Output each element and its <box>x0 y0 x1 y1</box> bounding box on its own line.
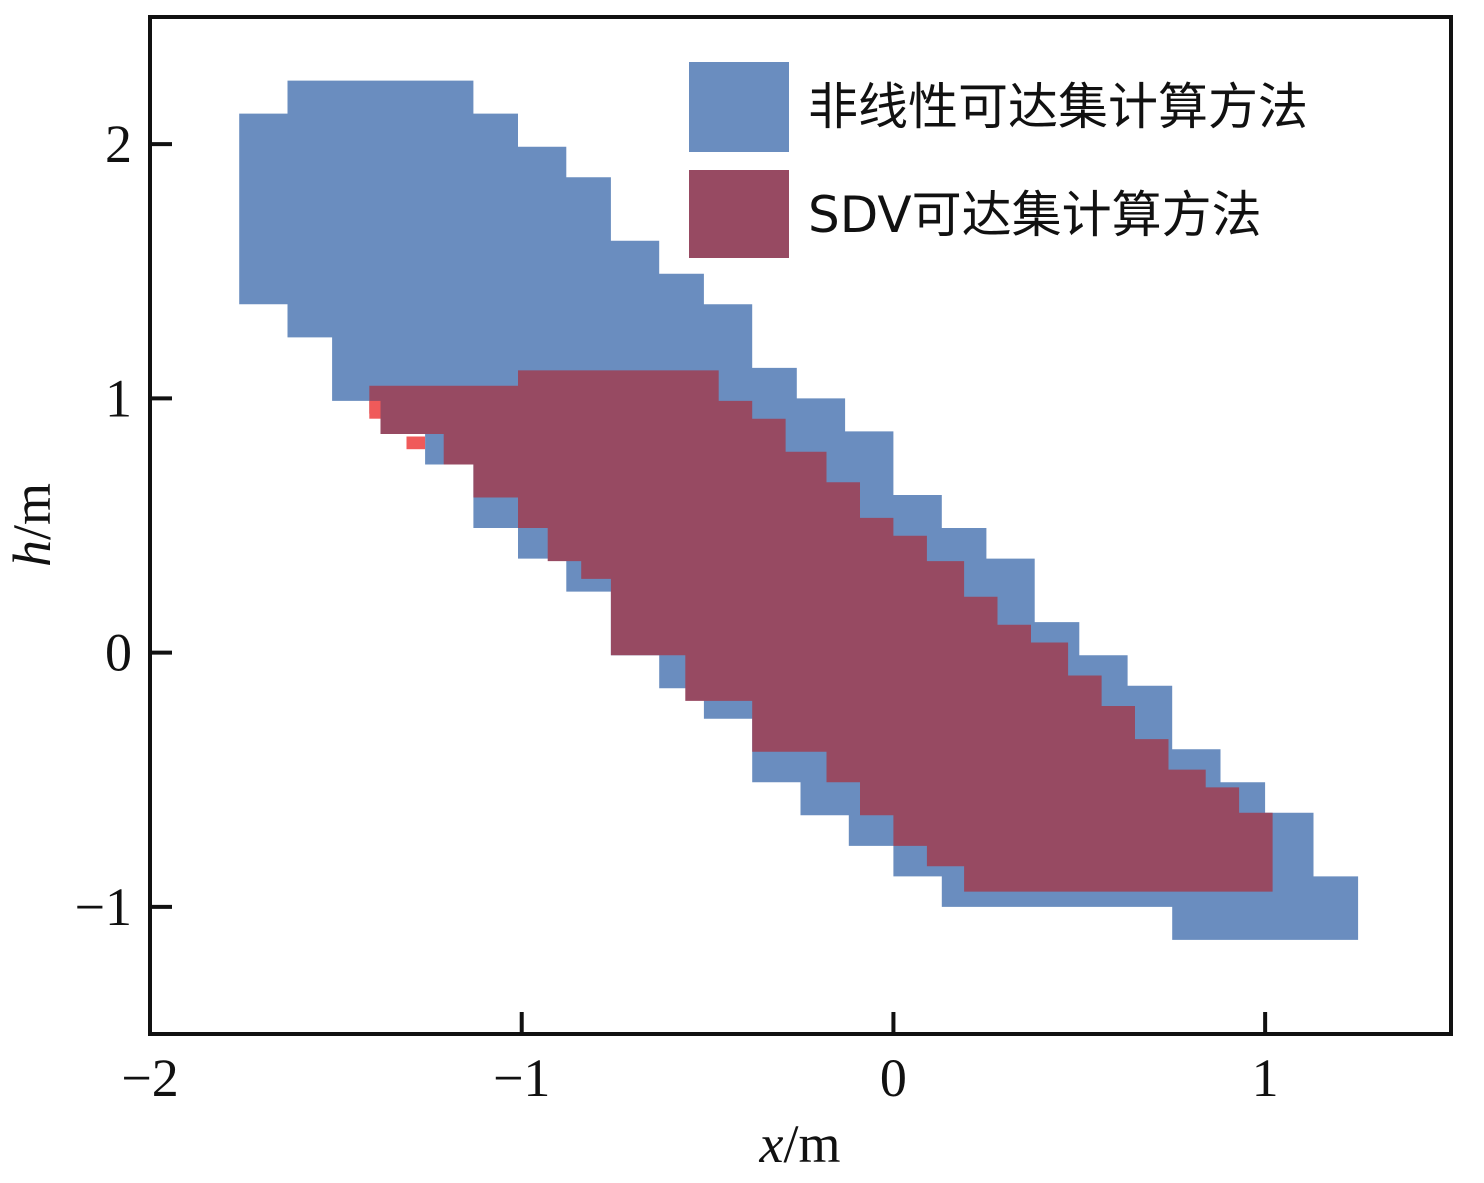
legend: 非线性可达集计算方法 SDV可达集计算方法 <box>689 62 1308 258</box>
x-axis-variable: x <box>759 1114 784 1174</box>
y-axis-label: h/m <box>2 483 62 567</box>
data-layer <box>239 80 1359 940</box>
boundary-highlight <box>406 436 426 450</box>
sdv-reach-set-region <box>369 370 1273 892</box>
legend-label-nonlinear: 非线性可达集计算方法 <box>808 78 1308 136</box>
x-tick-label: 1 <box>1252 1048 1279 1108</box>
y-axis-unit: /m <box>2 483 62 540</box>
x-tick-label: 0 <box>880 1048 907 1108</box>
legend-swatch-sdv <box>689 170 789 258</box>
x-tick-label: −2 <box>121 1048 178 1108</box>
y-tick-label: −1 <box>75 877 132 937</box>
plot-frame <box>148 15 1453 1036</box>
y-axis-variable: h <box>2 540 62 567</box>
ticks-layer: −2 −1 0 1 −1 0 1 2 <box>75 114 1279 1108</box>
boundary-highlight <box>369 400 381 419</box>
x-axis-unit: /m <box>783 1114 840 1174</box>
y-tick-label: 2 <box>105 114 132 174</box>
legend-label-sdv: SDV可达集计算方法 <box>808 186 1262 244</box>
x-axis-label: x/m <box>759 1114 841 1174</box>
y-tick-label: 1 <box>105 368 132 428</box>
legend-swatch-nonlinear <box>689 62 789 152</box>
x-tick-label: −1 <box>493 1048 550 1108</box>
y-tick-label: 0 <box>105 623 132 683</box>
